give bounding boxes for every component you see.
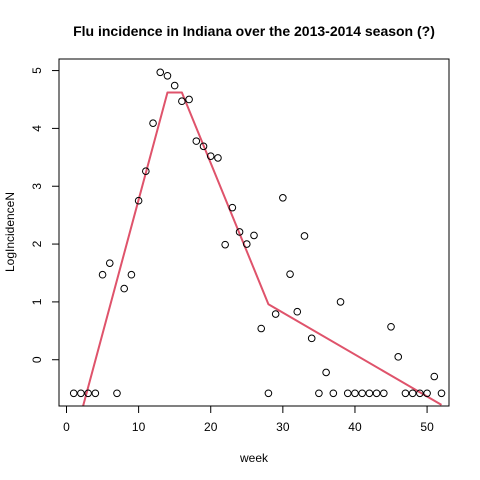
data-point bbox=[372, 389, 381, 398]
data-point bbox=[394, 353, 403, 361]
data-point bbox=[98, 270, 107, 279]
x-tick-label: 40 bbox=[348, 420, 362, 434]
data-point bbox=[322, 368, 330, 377]
data-point bbox=[170, 81, 179, 90]
y-tick-label: 1 bbox=[30, 298, 44, 305]
data-point bbox=[77, 389, 85, 398]
data-point bbox=[351, 389, 359, 398]
data-point bbox=[134, 196, 143, 205]
data-point bbox=[380, 389, 388, 398]
data-point bbox=[192, 137, 201, 145]
data-point bbox=[343, 389, 352, 398]
data-point bbox=[401, 389, 410, 398]
data-point bbox=[365, 389, 374, 398]
x-tick-label: 50 bbox=[420, 420, 434, 434]
data-point bbox=[235, 228, 244, 236]
data-point bbox=[387, 322, 395, 331]
y-tick-label: 2 bbox=[30, 240, 44, 247]
data-point bbox=[156, 68, 165, 77]
data-point bbox=[286, 270, 294, 278]
data-point bbox=[271, 310, 280, 318]
data-point bbox=[423, 389, 431, 398]
data-point bbox=[84, 389, 92, 398]
y-tick-label: 3 bbox=[30, 183, 44, 190]
x-tick-label: 20 bbox=[204, 420, 218, 434]
data-point bbox=[185, 95, 193, 104]
data-point bbox=[300, 232, 309, 240]
data-point bbox=[214, 154, 222, 162]
y-axis: 0 1 2 3 4 5 bbox=[30, 67, 60, 363]
data-point bbox=[163, 71, 172, 80]
data-point bbox=[279, 194, 287, 202]
data-point bbox=[437, 389, 446, 398]
trend-line bbox=[82, 91, 443, 406]
data-point bbox=[127, 270, 136, 279]
y-axis-label: LogIncidenceN bbox=[3, 192, 17, 272]
data-point bbox=[408, 389, 417, 398]
data-point bbox=[293, 307, 302, 316]
data-point bbox=[206, 152, 215, 160]
data-point bbox=[69, 389, 78, 398]
data-point bbox=[315, 389, 323, 398]
x-tick-label: 0 bbox=[63, 420, 70, 434]
x-axis-label: week bbox=[239, 451, 269, 465]
data-point bbox=[358, 389, 366, 398]
y-tick-label: 5 bbox=[30, 67, 44, 74]
data-point bbox=[228, 203, 237, 212]
data-point bbox=[142, 167, 150, 175]
data-point bbox=[149, 119, 157, 127]
y-tick-label: 0 bbox=[30, 356, 44, 363]
data-point bbox=[199, 142, 208, 151]
data-point bbox=[242, 240, 251, 248]
data-point bbox=[307, 334, 316, 343]
data-point bbox=[105, 259, 114, 267]
data-point bbox=[250, 231, 258, 240]
data-point bbox=[257, 324, 266, 333]
x-tick-label: 30 bbox=[276, 420, 290, 434]
data-point bbox=[329, 389, 338, 398]
data-point bbox=[91, 389, 100, 398]
trend-layer bbox=[82, 91, 443, 406]
points-layer bbox=[69, 68, 446, 398]
x-axis: 0 10 20 30 40 50 bbox=[63, 405, 434, 434]
data-point bbox=[416, 389, 424, 398]
chart-title: Flu incidence in Indiana over the 2013-2… bbox=[73, 23, 435, 39]
plot-area bbox=[58, 58, 450, 407]
data-point bbox=[264, 389, 273, 398]
y-tick-label: 4 bbox=[30, 125, 44, 132]
data-point bbox=[336, 298, 345, 306]
data-point bbox=[430, 372, 439, 381]
data-point bbox=[178, 97, 186, 106]
x-tick-label: 10 bbox=[132, 420, 146, 434]
data-point bbox=[120, 284, 128, 293]
data-point bbox=[221, 240, 229, 249]
data-point bbox=[113, 389, 121, 398]
